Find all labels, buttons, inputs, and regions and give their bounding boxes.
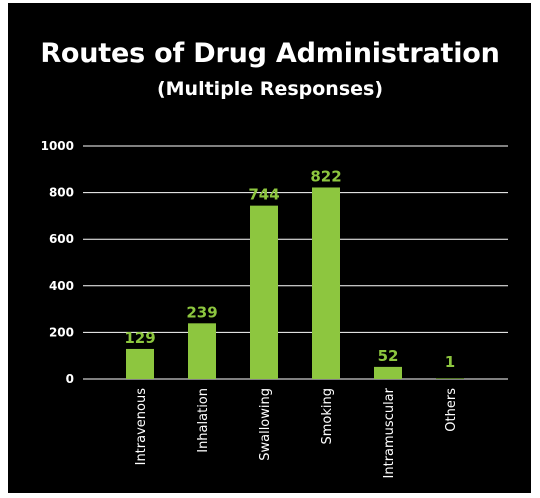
chart-subtitle: (Multiple Responses) bbox=[156, 78, 384, 100]
y-tick-label: 200 bbox=[49, 325, 74, 339]
data-label: 52 bbox=[378, 347, 399, 365]
category-label: Intravenous bbox=[134, 388, 149, 466]
y-tick-label: 800 bbox=[49, 186, 74, 200]
category-label: Inhalation bbox=[196, 388, 211, 453]
bars bbox=[126, 187, 464, 379]
data-label: 1 bbox=[445, 353, 455, 371]
category-label: Smoking bbox=[320, 388, 335, 445]
data-label: 822 bbox=[310, 167, 341, 185]
y-tick-label: 600 bbox=[49, 232, 74, 246]
bar-smoking bbox=[312, 187, 340, 379]
category-label: Swallowing bbox=[258, 388, 273, 461]
data-label: 129 bbox=[124, 329, 155, 347]
category-label: Others bbox=[444, 388, 459, 432]
bar-intravenous bbox=[126, 348, 154, 379]
bar-intramuscular bbox=[374, 366, 402, 379]
bar-others bbox=[436, 378, 464, 379]
bar-inhalation bbox=[188, 323, 216, 379]
data-label: 239 bbox=[186, 303, 217, 321]
data-label: 744 bbox=[248, 186, 279, 204]
chart-title: Routes of Drug Administration bbox=[40, 38, 500, 69]
data-labels: 129 239 744 822 52 1 bbox=[124, 167, 455, 371]
x-axis-categories: Intravenous Inhalation Swallowing Smoking In… bbox=[134, 387, 459, 478]
y-tick-label: 0 bbox=[66, 372, 74, 386]
category-label: Intramuscular bbox=[382, 387, 397, 478]
y-axis-ticks: 0 200 400 600 800 1000 bbox=[41, 139, 74, 386]
bar-swallowing bbox=[250, 205, 278, 379]
y-tick-label: 1000 bbox=[41, 139, 74, 153]
y-tick-label: 400 bbox=[49, 279, 74, 293]
